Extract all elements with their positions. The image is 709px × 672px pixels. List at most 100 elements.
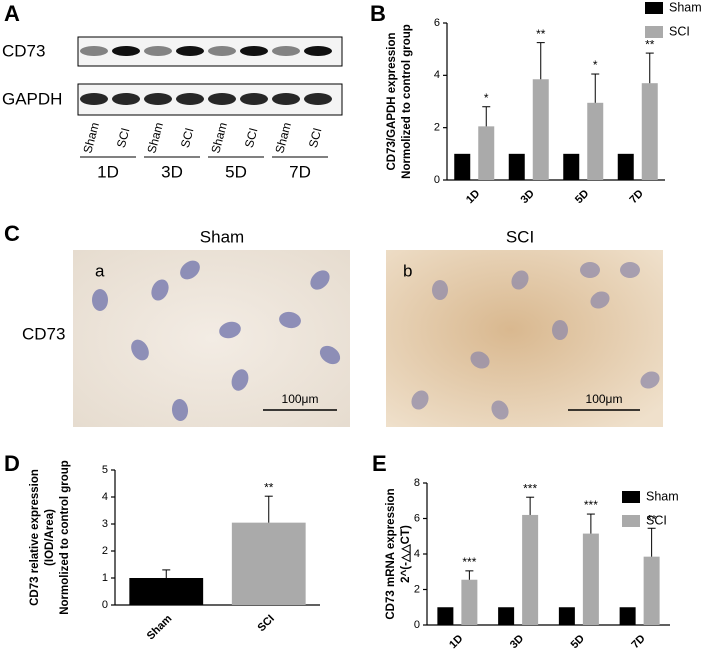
nucleus [319,345,341,365]
lane-label: Sham [80,121,102,155]
nucleus [411,390,429,410]
x-tick-label: 1D [447,633,465,651]
day-label: 7D [289,162,311,181]
panel-label: B [370,1,386,26]
x-tick-label: SCI [255,613,276,634]
y-axis-label: 2^(-△△CT) [400,525,412,583]
y-axis-label: CD73/GAPDH expression [386,32,398,170]
panel-label: A [4,1,20,26]
panel-label: D [4,451,20,476]
bar [582,533,599,625]
bar [558,607,575,625]
nucleus [310,270,330,290]
band [176,46,204,56]
significance: *** [462,555,476,569]
nucleus [131,339,149,361]
nucleus [552,320,568,340]
bar [454,153,471,180]
bar [641,83,658,180]
y-tick-label: 0 [434,174,440,186]
y-tick-label: 2 [434,122,440,134]
nucleus [590,291,610,309]
y-tick-label: 4 [414,548,420,560]
y-axis-label: CD73 mRNA expression [385,488,397,619]
y-tick-label: 8 [414,477,420,489]
y-tick-label: 0 [102,599,108,611]
nucleus [219,321,241,339]
lane-label: SCI [178,126,197,149]
bar [129,578,204,605]
y-axis-label: CD73 relative expression [29,469,41,606]
x-tick-label: 5D [573,188,591,206]
band [144,46,172,56]
legend-label: Sham [669,0,702,14]
x-tick-label: 3D [508,633,526,651]
band [208,46,236,56]
significance: ** [645,37,655,51]
legend-swatch [622,491,640,503]
band [176,93,204,105]
bar [508,153,525,180]
row-label: GAPDH [2,89,62,108]
image-label: a [95,261,105,280]
scale-bar-label: 100μm [282,392,319,406]
nucleus [620,262,640,278]
band [80,93,108,105]
x-tick-label: 3D [518,188,536,206]
day-label: 3D [161,162,183,181]
nucleus [640,371,660,389]
image-label: b [403,261,412,280]
significance: * [484,91,489,105]
band [304,93,332,105]
band [240,46,268,56]
bar [619,607,636,625]
legend-label: SCI [669,24,690,38]
band [112,46,140,56]
scale-bar-label: 100μm [586,392,623,406]
x-tick-label: 7D [629,633,647,651]
y-tick-label: 4 [102,491,108,503]
bar [478,126,495,180]
histology-image [73,250,350,427]
bar [231,522,306,605]
significance: ** [536,27,546,41]
lane-label: Sham [272,121,294,155]
y-tick-label: 4 [434,69,440,81]
lane-label: Sham [208,121,230,155]
bar [498,607,515,625]
band [208,93,236,105]
band [112,93,140,105]
panel-label: C [4,221,20,246]
nucleus [92,289,108,311]
y-axis-label: Normolized to control group [59,460,71,615]
significance: ** [647,512,657,526]
y-tick-label: 2 [414,583,420,595]
nucleus [171,399,189,421]
bar [643,556,660,625]
y-tick-label: 5 [102,464,108,476]
nucleus [491,400,509,420]
nucleus [279,311,301,329]
bar [587,102,604,180]
bar [563,153,580,180]
bar [532,79,549,180]
column-title: SCI [506,227,534,246]
significance: *** [523,481,537,495]
band [144,93,172,105]
x-tick-label: 5D [569,633,587,651]
band [272,93,300,105]
row-label: CD73 [22,324,65,343]
nucleus [180,260,200,280]
x-tick-label: 1D [464,188,482,206]
y-axis-label: (IOD/Area) [44,509,56,566]
nucleus [151,279,169,301]
band [304,46,332,56]
x-tick-label: Sham [145,613,175,643]
day-label: 5D [225,162,247,181]
legend-swatch [645,26,663,38]
row-label: CD73 [2,41,45,60]
significance: ** [264,480,274,494]
y-tick-label: 2 [102,545,108,557]
y-tick-label: 6 [434,17,440,29]
